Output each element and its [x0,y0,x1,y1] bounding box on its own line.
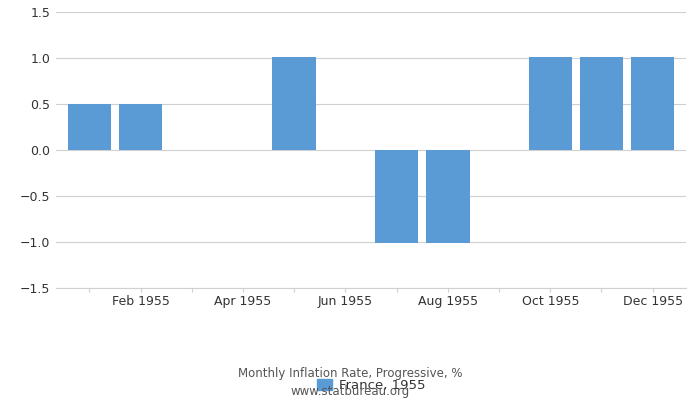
Bar [119,104,162,150]
Bar [631,57,675,150]
Bar [528,57,572,150]
Text: www.statbureau.org: www.statbureau.org [290,386,410,398]
Legend: France, 1955: France, 1955 [312,374,430,397]
Bar [374,150,419,243]
Bar [426,150,470,243]
Bar [67,104,111,150]
Bar [580,57,623,150]
Text: Monthly Inflation Rate, Progressive, %: Monthly Inflation Rate, Progressive, % [238,368,462,380]
Bar [272,57,316,150]
